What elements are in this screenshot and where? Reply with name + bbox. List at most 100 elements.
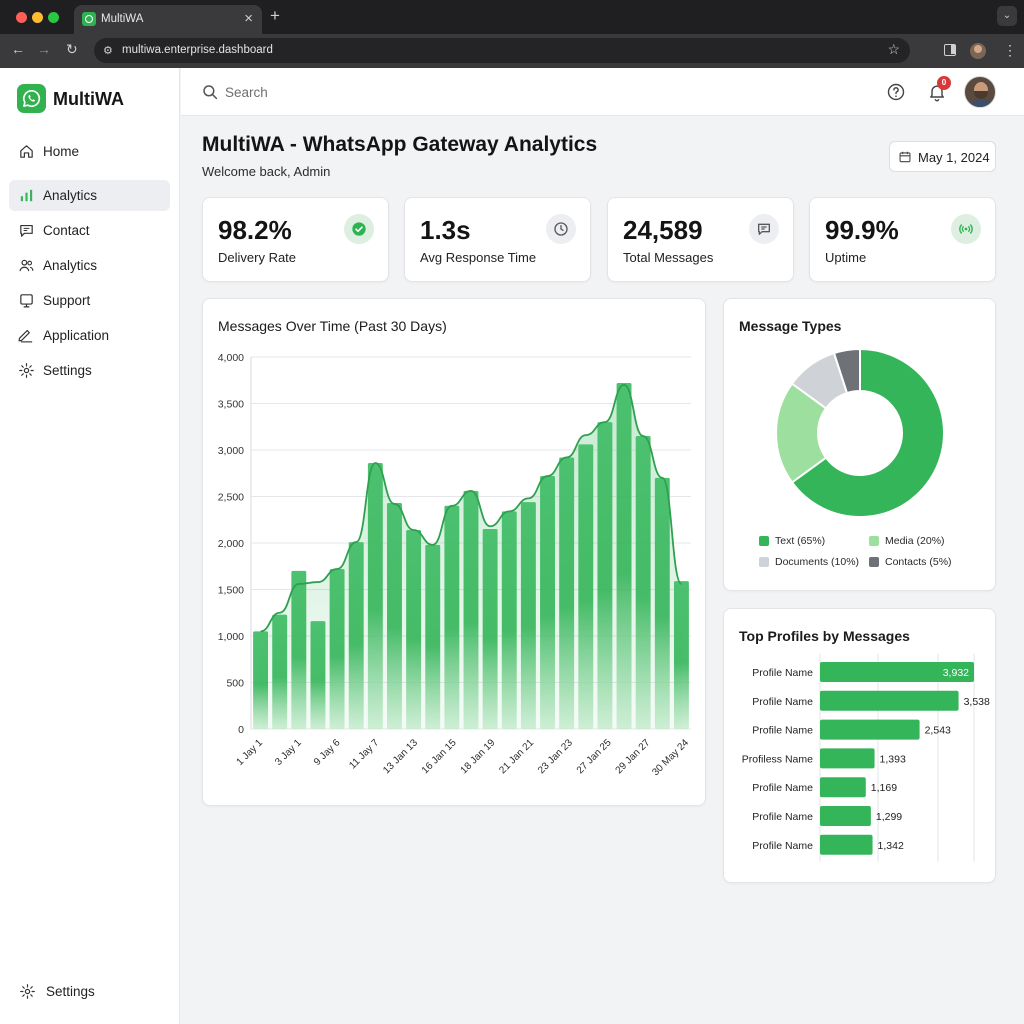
maximize-window-button[interactable] bbox=[48, 12, 59, 23]
sidebar-item-label: Analytics bbox=[43, 188, 98, 203]
sidebar-bottom-settings[interactable]: Settings bbox=[10, 976, 130, 1006]
sidebar-item-analytics[interactable]: Analytics bbox=[9, 180, 170, 211]
x-tick-label: 29 Jan 27 bbox=[614, 737, 653, 776]
chart-title: Top Profiles by Messages bbox=[739, 628, 910, 644]
message-bar bbox=[406, 529, 422, 729]
sidebar-item-label: Settings bbox=[43, 363, 92, 378]
y-tick-label: 3,500 bbox=[218, 399, 244, 411]
tab-close-icon[interactable]: × bbox=[244, 10, 253, 27]
selected-date: May 1, 2024 bbox=[918, 150, 990, 165]
x-tick-label: 18 Jan 19 bbox=[459, 737, 498, 776]
sidebar-item-analytics-users[interactable]: Analytics bbox=[9, 250, 170, 281]
sidebar-item-label: Support bbox=[43, 293, 91, 308]
kpi-label: Delivery Rate bbox=[218, 250, 297, 265]
sidebar-item-label: Application bbox=[43, 328, 110, 343]
sidebar-item-contact[interactable]: Contact bbox=[9, 215, 170, 246]
x-tick-label: 27 Jan 25 bbox=[575, 737, 614, 776]
message-icon bbox=[749, 214, 779, 244]
search-input[interactable] bbox=[225, 81, 525, 103]
profile-bar bbox=[820, 806, 871, 826]
sidebar-item-home[interactable]: Home bbox=[9, 136, 170, 167]
top-profiles-card: Top Profiles by Messages Profile Name 3,9… bbox=[723, 608, 996, 883]
y-tick-label: 0 bbox=[238, 724, 244, 736]
profile-label: Profile Name bbox=[752, 696, 813, 708]
kpi-card-delivery-rate: 98.2% Delivery Rate bbox=[202, 197, 389, 282]
gear-icon bbox=[20, 984, 35, 999]
y-tick-label: 1,000 bbox=[218, 631, 244, 643]
sidebar-item-label: Home bbox=[43, 144, 80, 159]
profile-label: Profile Name bbox=[752, 782, 813, 794]
profile-value-label: 3,538 bbox=[964, 696, 990, 708]
tab-search-chevron-icon[interactable]: ⌄ bbox=[997, 6, 1017, 26]
kpi-label: Avg Response Time bbox=[420, 250, 537, 265]
message-bar bbox=[501, 511, 517, 729]
profile-value-label: 2,543 bbox=[925, 725, 951, 737]
chart-title: Messages Over Time (Past 30 Days) bbox=[218, 318, 447, 334]
x-tick-label: 16 Jan 15 bbox=[420, 737, 459, 776]
minimize-window-button[interactable] bbox=[32, 12, 43, 23]
search-icon bbox=[203, 85, 218, 100]
profile-value-label: 1,393 bbox=[880, 753, 906, 765]
y-tick-label: 500 bbox=[226, 678, 244, 690]
message-bar bbox=[444, 505, 460, 729]
browser-toolbar: ← → ↻ ⚙ multiwa.enterprise.dashboard ☆ ⋮ bbox=[0, 34, 1024, 68]
close-window-button[interactable] bbox=[16, 12, 27, 23]
message-bar bbox=[272, 614, 288, 729]
page-title: MultiWA - WhatsApp Gateway Analytics bbox=[202, 133, 598, 156]
kpi-value: 99.9% bbox=[825, 215, 899, 245]
message-bar bbox=[348, 542, 364, 729]
new-tab-plus-icon[interactable]: + bbox=[270, 6, 280, 25]
user-avatar[interactable] bbox=[964, 76, 996, 108]
date-picker-button[interactable]: May 1, 2024 bbox=[889, 141, 996, 172]
sidebar-item-application[interactable]: Application bbox=[9, 320, 170, 351]
site-settings-icon[interactable]: ⚙ bbox=[103, 45, 113, 57]
sidebar-item-label: Analytics bbox=[43, 258, 98, 273]
pen-icon bbox=[18, 329, 33, 343]
message-bar bbox=[367, 463, 383, 729]
kpi-card-response-time: 1.3s Avg Response Time bbox=[404, 197, 591, 282]
check-circle-icon bbox=[344, 214, 374, 244]
message-types-card: Message Types Text (65%) Media (20%) Doc… bbox=[723, 298, 996, 591]
kpi-label: Total Messages bbox=[623, 250, 714, 265]
bar-chart-icon bbox=[20, 189, 33, 202]
y-tick-label: 1,500 bbox=[218, 585, 244, 597]
profile-bar bbox=[820, 662, 974, 682]
sidebar: MultiWA Home Analytics Contact Analytics… bbox=[0, 68, 180, 1024]
top-bar: 0 bbox=[181, 68, 1024, 116]
browser-tab-strip: MultiWA × + ⌄ bbox=[0, 0, 1024, 34]
x-tick-label: 23 Jan 23 bbox=[536, 737, 575, 776]
browser-tab[interactable]: MultiWA × bbox=[74, 5, 262, 34]
profile-value-label: 1,342 bbox=[878, 840, 904, 852]
forward-arrow-icon[interactable]: → bbox=[37, 41, 51, 57]
message-types-donut-chart bbox=[775, 347, 945, 518]
chart-title: Message Types bbox=[739, 318, 842, 334]
help-icon[interactable] bbox=[886, 82, 906, 102]
sidebar-item-support[interactable]: Support bbox=[9, 285, 170, 316]
x-tick-label: 3 Jay 1 bbox=[273, 737, 304, 768]
notification-badge: 0 bbox=[937, 76, 951, 90]
reload-icon[interactable]: ↻ bbox=[66, 41, 78, 57]
messages-over-time-card: Messages Over Time (Past 30 Days) 0 500 1,… bbox=[202, 298, 706, 806]
side-panel-icon[interactable] bbox=[944, 44, 956, 56]
browser-menu-dots-icon[interactable]: ⋮ bbox=[1003, 42, 1017, 58]
address-bar[interactable]: ⚙ multiwa.enterprise.dashboard ☆ bbox=[94, 38, 910, 63]
bookmark-star-icon[interactable]: ☆ bbox=[887, 41, 900, 57]
browser-profile-avatar[interactable] bbox=[970, 43, 986, 59]
trend-line bbox=[260, 383, 683, 633]
kpi-card-total-messages: 24,589 Total Messages bbox=[607, 197, 794, 282]
sidebar-item-settings[interactable]: Settings bbox=[9, 355, 170, 386]
y-tick-label: 4,000 bbox=[218, 352, 244, 364]
message-bar bbox=[597, 422, 613, 729]
profile-value-label: 1,299 bbox=[876, 811, 902, 823]
back-arrow-icon[interactable]: ← bbox=[11, 41, 25, 57]
users-icon bbox=[19, 259, 34, 272]
x-tick-label: 30 May 24 bbox=[650, 737, 691, 778]
kpi-label: Uptime bbox=[825, 250, 867, 265]
message-bar bbox=[540, 476, 555, 729]
sidebar-bottom-settings-label: Settings bbox=[46, 984, 95, 999]
whatsapp-logo-icon bbox=[17, 84, 46, 113]
kpi-value: 24,589 bbox=[623, 215, 703, 245]
message-bar bbox=[387, 503, 402, 729]
x-tick-label: 9 Jay 6 bbox=[312, 737, 343, 768]
address-url[interactable]: multiwa.enterprise.dashboard bbox=[122, 44, 273, 56]
